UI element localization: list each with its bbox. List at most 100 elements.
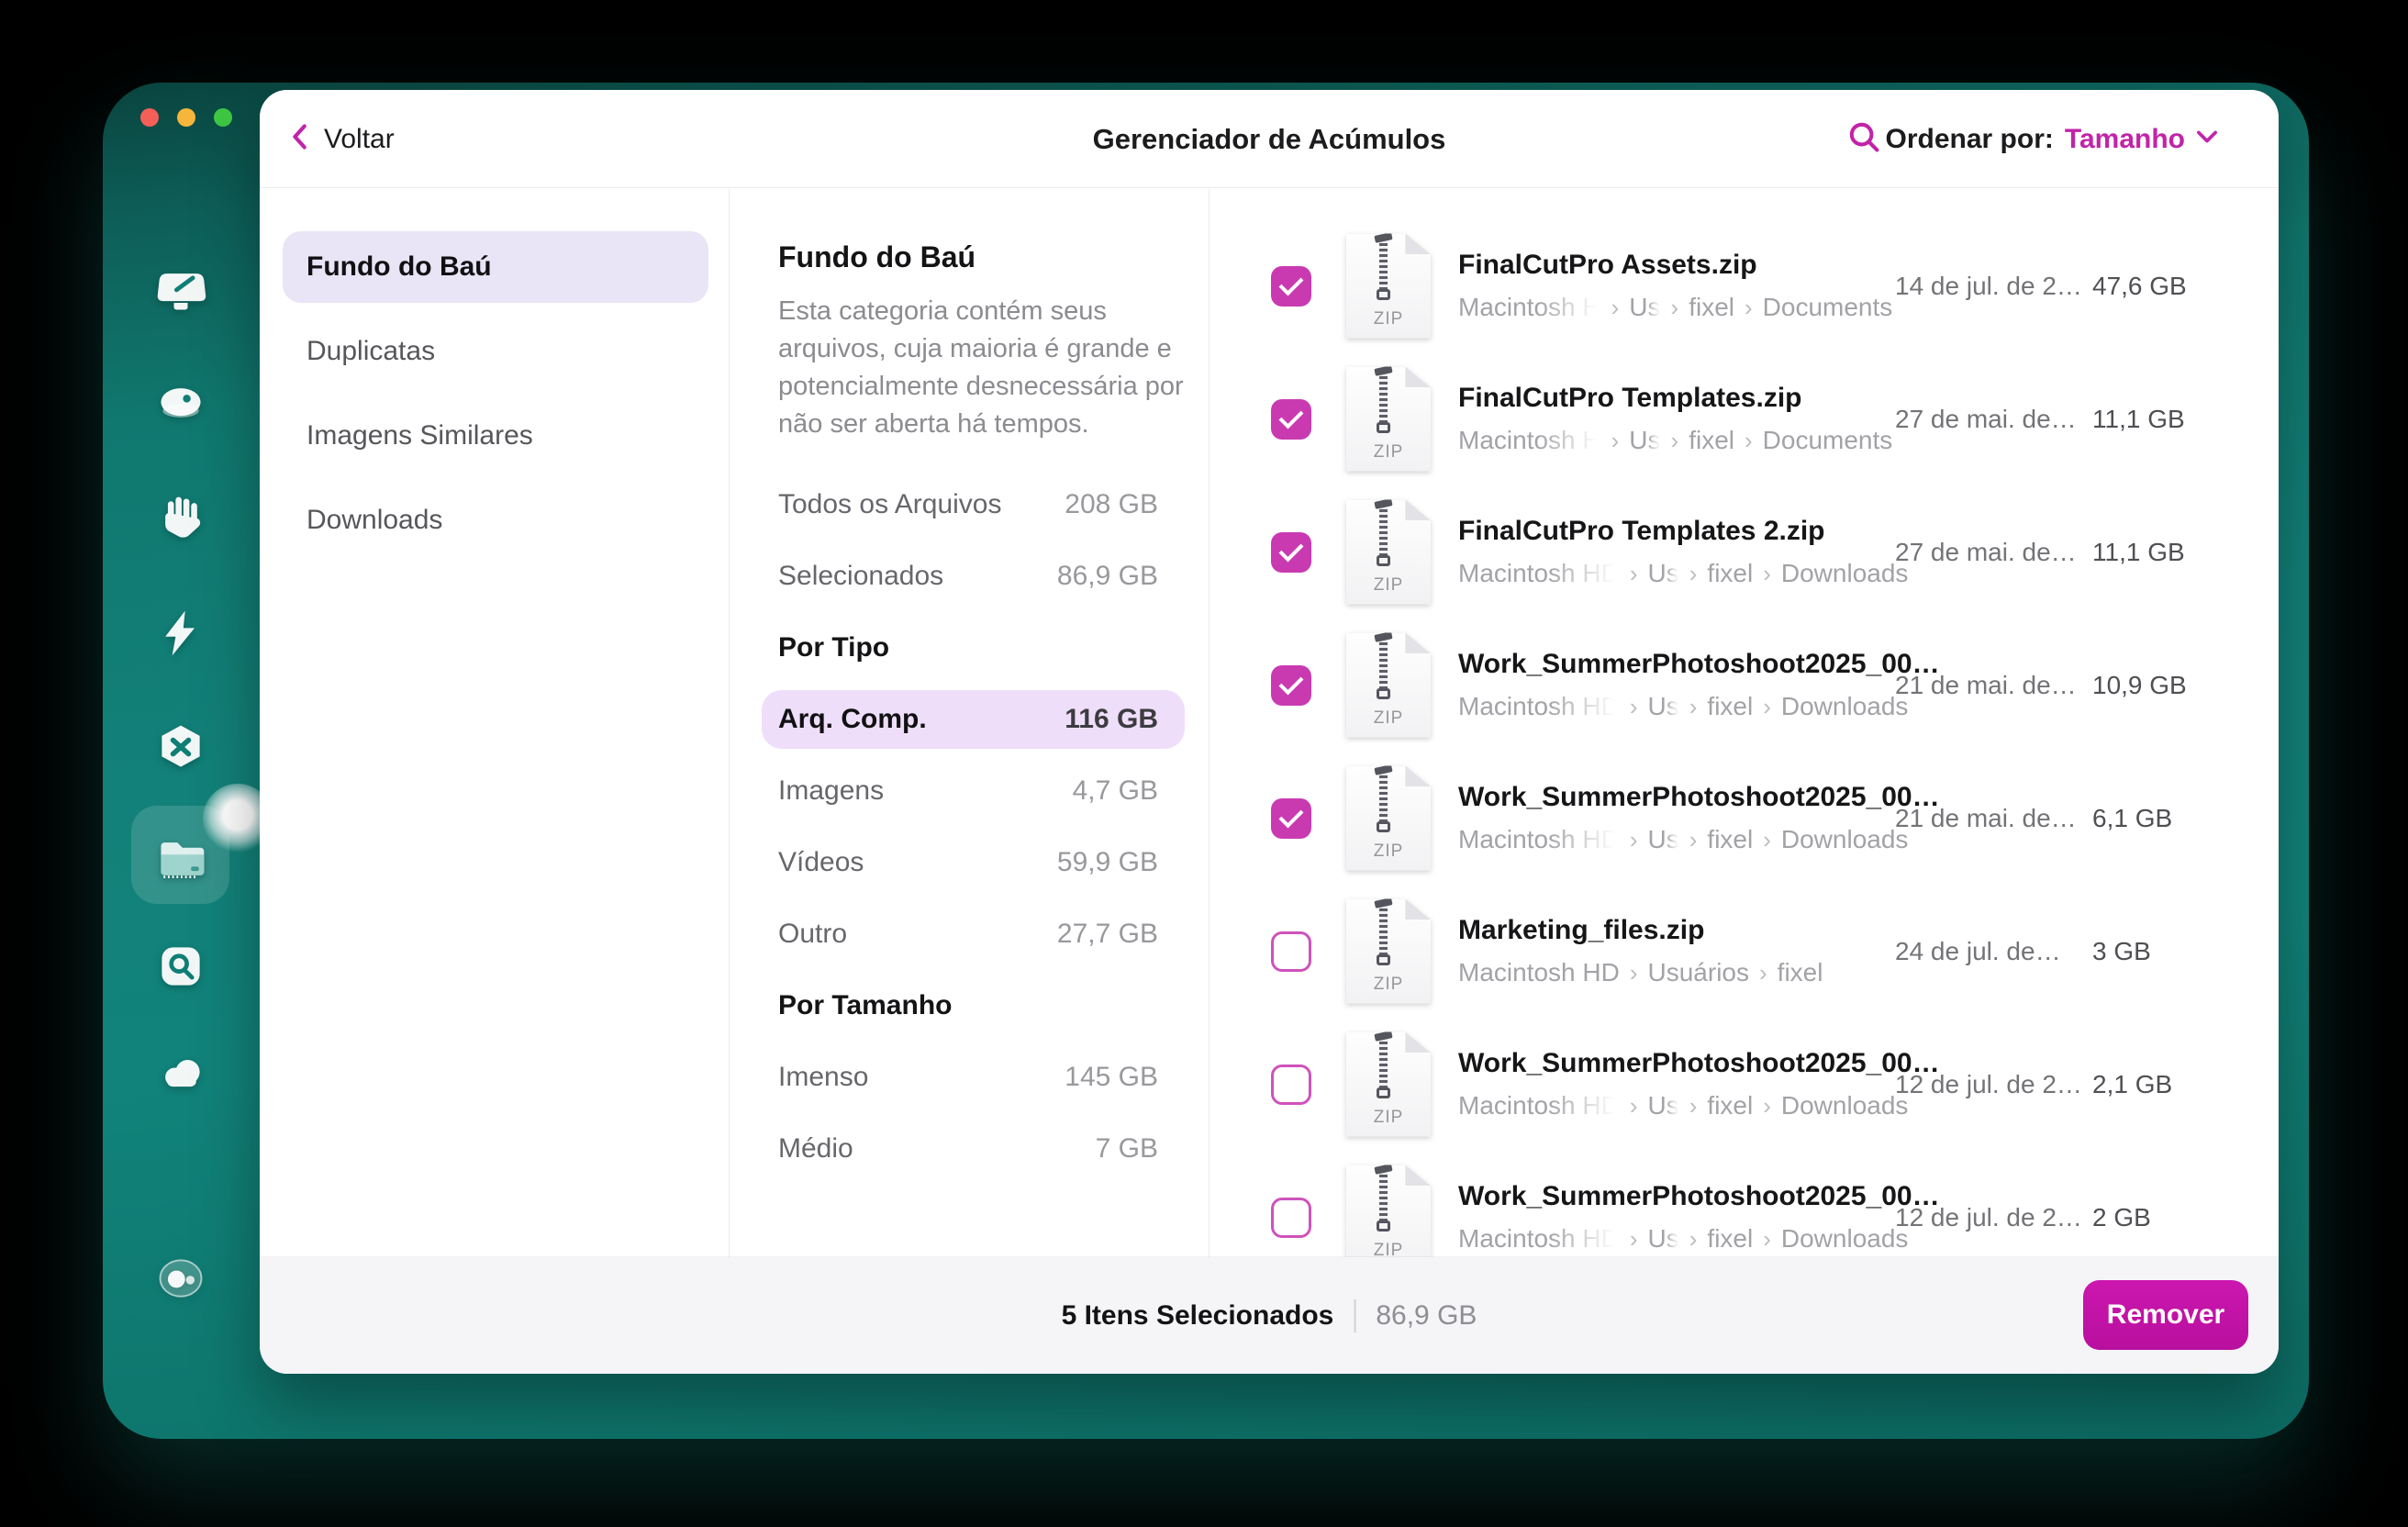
stat-label: Outro: [778, 919, 848, 949]
app-window: Voltar Gerenciador de Acúmulos Ordenar p…: [260, 90, 2279, 1374]
back-label: Voltar: [324, 123, 395, 154]
zip-label: ZIP: [1373, 974, 1404, 994]
zip-label: ZIP: [1373, 708, 1404, 728]
sort-control[interactable]: Ordenar por: Tamanho: [1886, 90, 2218, 188]
stat-row-imagens[interactable]: Imagens 4,7 GB: [778, 755, 1158, 827]
file-checkbox[interactable]: [1271, 265, 1311, 307]
file-checkbox[interactable]: [1271, 398, 1311, 440]
file-row[interactable]: ZIP Work_SummerPhotoshoot2025_00… Macint…: [1210, 619, 2279, 752]
zip-label: ZIP: [1373, 1107, 1404, 1127]
category-label: Imagens Similares: [307, 420, 533, 451]
zip-label: ZIP: [1373, 574, 1404, 595]
file-row[interactable]: ZIP Marketing_files.zip Macintosh HD › Usu…: [1210, 885, 2279, 1018]
file-name: Work_SummerPhotoshoot2025_00…: [1458, 1181, 1940, 1211]
stat-row-medio[interactable]: Médio 7 GB: [778, 1113, 1158, 1185]
zip-label: ZIP: [1373, 1240, 1404, 1258]
file-checkbox[interactable]: [1271, 1064, 1311, 1105]
sidebar-item-duplicatas[interactable]: Duplicatas: [283, 316, 708, 387]
stat-label: Vídeos: [778, 847, 864, 877]
stat-row-imenso[interactable]: Imenso 145 GB: [778, 1042, 1158, 1113]
zip-file-icon: ZIP: [1346, 765, 1431, 871]
file-checkbox[interactable]: [1271, 931, 1311, 972]
file-checkbox[interactable]: [1271, 1197, 1311, 1238]
file-size: 6,1 GB: [2092, 803, 2173, 832]
file-date: 21 de mai. de…: [1895, 803, 2077, 832]
stat-value: 59,9 GB: [1056, 847, 1158, 877]
stat-row-todos-os-arquivos[interactable]: Todos os Arquivos 208 GB: [778, 469, 1158, 541]
stat-label: Todos os Arquivos: [778, 489, 1002, 519]
file-row[interactable]: ZIP FinalCutPro Templates.zip Macintosh …: [1210, 352, 2279, 485]
zip-file-icon: ZIP: [1346, 366, 1431, 472]
stat-value: 86,9 GB: [1056, 561, 1158, 591]
file-checkbox[interactable]: [1271, 664, 1311, 706]
chevron-left-icon: [287, 123, 311, 155]
stat-row-selecionados[interactable]: Selecionados 86,9 GB: [778, 541, 1158, 612]
remove-button[interactable]: Remover: [2083, 1280, 2248, 1350]
dock-item-toolbox-hexagon-icon[interactable]: [151, 719, 210, 777]
dock-item-lightning-icon[interactable]: [151, 604, 210, 663]
zoom-button[interactable]: [214, 108, 232, 127]
file-row[interactable]: ZIP FinalCutPro Assets.zip Macintosh H › U…: [1210, 219, 2279, 352]
file-name: FinalCutPro Templates.zip: [1458, 383, 1802, 413]
minimize-button[interactable]: [177, 108, 195, 127]
file-path: Macintosh HD › Us › fixel › Downloads: [1458, 1091, 1909, 1120]
selected-count: 5 Itens Selecionados: [1061, 1299, 1334, 1331]
stat-value: 27,7 GB: [1056, 919, 1158, 949]
dock-item-hand-icon[interactable]: [151, 489, 210, 548]
detail-panel: Fundo do Baú Esta categoria contém seus …: [730, 189, 1210, 1257]
file-date: 24 de jul. de…: [1895, 936, 2061, 965]
selection-footer: 5 Itens Selecionados 86,9 GB Remover: [260, 1257, 2279, 1374]
category-sidebar: Fundo do Baú Duplicatas Imagens Similare…: [260, 189, 730, 1257]
dock-item-display-icon[interactable]: [151, 260, 210, 318]
file-path: Macintosh HD › Us › fixel › Downloads: [1458, 825, 1909, 853]
dock-item-vacuum-disc-icon[interactable]: [151, 374, 210, 433]
dock-item-cloud-icon[interactable]: [151, 1044, 210, 1103]
file-size: 3 GB: [2092, 936, 2151, 965]
file-name: Work_SummerPhotoshoot2025_00…: [1458, 1048, 1940, 1078]
dock-item-search-app-icon[interactable]: [151, 937, 210, 996]
stat-label: Médio: [778, 1133, 853, 1164]
stat-value: 208 GB: [1065, 489, 1158, 519]
zip-file-icon: ZIP: [1346, 898, 1431, 1004]
category-label: Downloads: [307, 505, 443, 535]
stat-value: 4,7 GB: [1072, 775, 1158, 806]
file-date: 12 de jul. de 2…: [1895, 1069, 2082, 1098]
file-name: FinalCutPro Templates 2.zip: [1458, 516, 1825, 546]
file-size: 11,1 GB: [2092, 404, 2185, 433]
file-checkbox[interactable]: [1271, 531, 1311, 573]
selected-size: 86,9 GB: [1376, 1299, 1477, 1331]
detail-description: Esta categoria contém seus arquivos, cuj…: [778, 296, 1184, 439]
file-row[interactable]: ZIP FinalCutPro Templates 2.zip Macintos…: [1210, 485, 2279, 619]
file-date: 27 de mai. de…: [1895, 537, 2077, 566]
file-date: 14 de jul. de 2…: [1895, 271, 2082, 300]
stat-label: Arq. Comp.: [778, 704, 927, 734]
file-size: 10,9 GB: [2092, 670, 2187, 699]
sidebar-item-downloads[interactable]: Downloads: [283, 485, 708, 556]
file-row[interactable]: ZIP Work_SummerPhotoshoot2025_00… Macint…: [1210, 752, 2279, 885]
file-row[interactable]: ZIP Work_SummerPhotoshoot2025_00… Macint…: [1210, 1018, 2279, 1151]
sidebar-item-imagens-similares[interactable]: Imagens Similares: [283, 400, 708, 472]
file-checkbox[interactable]: [1271, 797, 1311, 839]
sidebar-item-fundo-do-bau[interactable]: Fundo do Baú: [283, 231, 708, 303]
file-size: 2 GB: [2092, 1202, 2151, 1232]
app-background: Voltar Gerenciador de Acúmulos Ordenar p…: [103, 83, 2309, 1439]
search-button[interactable]: [1847, 90, 1880, 188]
file-size: 2,1 GB: [2092, 1069, 2173, 1098]
file-path: Macintosh HD › Us › fixel › Downloads: [1458, 559, 1909, 587]
stat-row-outro[interactable]: Outro 27,7 GB: [778, 898, 1158, 970]
zip-file-icon: ZIP: [1346, 1165, 1431, 1258]
stat-row-arq-comp[interactable]: Arq. Comp. 116 GB: [762, 690, 1185, 749]
zip-label: ZIP: [1373, 308, 1404, 329]
zip-label: ZIP: [1373, 841, 1404, 861]
stat-value: 145 GB: [1065, 1062, 1158, 1092]
section-header-por-tamanho: Por Tamanho: [778, 990, 953, 1020]
file-path: Macintosh HD › Us › fixel › Downloads: [1458, 692, 1909, 720]
back-button[interactable]: Voltar: [287, 90, 395, 188]
dock-item-folder-icon[interactable]: [151, 829, 210, 887]
stat-row-videos[interactable]: Vídeos 59,9 GB: [778, 827, 1158, 898]
dock-item-privacy-orb-icon[interactable]: [151, 1249, 210, 1308]
close-button[interactable]: [140, 108, 159, 127]
file-name: Work_SummerPhotoshoot2025_00…: [1458, 649, 1940, 679]
file-row[interactable]: ZIP Work_SummerPhotoshoot2025_00… Macint…: [1210, 1151, 2279, 1257]
stat-value: 7 GB: [1095, 1133, 1158, 1164]
